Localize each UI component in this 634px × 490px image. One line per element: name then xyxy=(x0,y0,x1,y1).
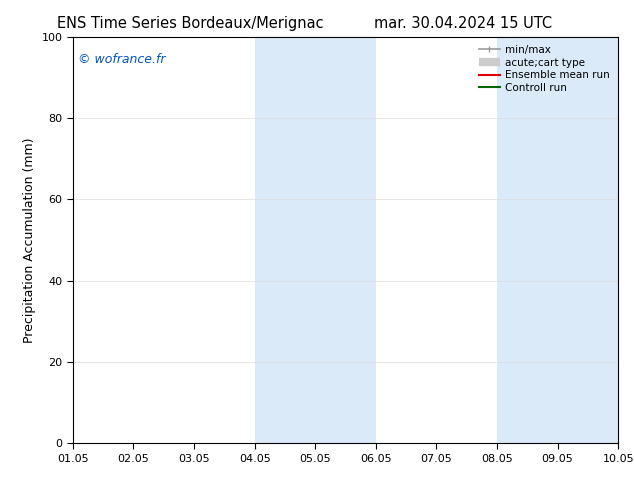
Bar xyxy=(557,37,618,443)
Bar xyxy=(497,37,557,443)
Legend: min/max, acute;cart type, Ensemble mean run, Controll run: min/max, acute;cart type, Ensemble mean … xyxy=(476,42,613,96)
Y-axis label: Precipitation Accumulation (mm): Precipitation Accumulation (mm) xyxy=(23,137,36,343)
Bar xyxy=(255,37,315,443)
Text: ENS Time Series Bordeaux/Merignac: ENS Time Series Bordeaux/Merignac xyxy=(57,16,323,31)
Text: © wofrance.fr: © wofrance.fr xyxy=(79,53,166,66)
Text: mar. 30.04.2024 15 UTC: mar. 30.04.2024 15 UTC xyxy=(374,16,552,31)
Bar xyxy=(315,37,376,443)
